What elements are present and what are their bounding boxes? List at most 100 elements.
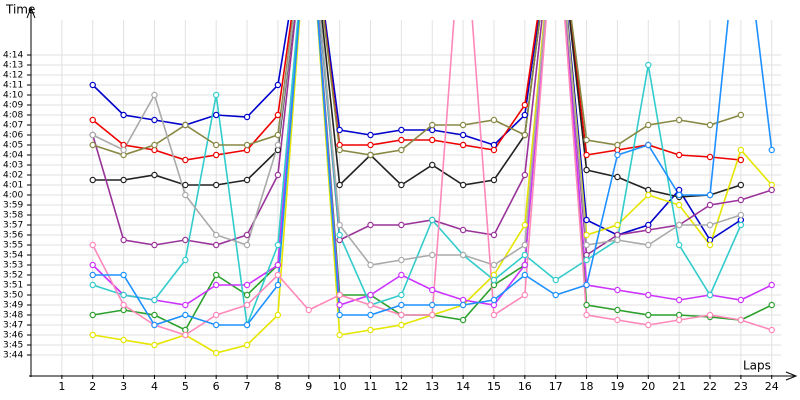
data-point bbox=[398, 311, 405, 319]
data-point bbox=[583, 136, 590, 144]
data-point bbox=[398, 271, 405, 279]
data-point bbox=[429, 216, 436, 224]
data-point bbox=[182, 121, 189, 129]
data-point bbox=[583, 311, 590, 319]
y-tick-label: 4:04 bbox=[3, 151, 23, 161]
data-point bbox=[521, 251, 529, 259]
data-point bbox=[151, 116, 158, 124]
y-tick-label: 3:57 bbox=[3, 221, 23, 231]
data-point bbox=[645, 121, 652, 129]
data-point bbox=[583, 166, 590, 174]
data-point bbox=[89, 331, 96, 339]
y-tick-label: 3:58 bbox=[3, 211, 23, 221]
data-point bbox=[182, 156, 189, 164]
data-point bbox=[552, 291, 559, 299]
x-tick-label: 14 bbox=[456, 380, 470, 393]
data-point bbox=[614, 236, 621, 244]
data-point bbox=[490, 116, 498, 124]
data-point bbox=[274, 111, 282, 119]
data-point bbox=[182, 301, 189, 309]
data-point bbox=[645, 226, 652, 234]
x-tick-label: 24 bbox=[765, 380, 779, 393]
data-point bbox=[459, 141, 467, 149]
data-point bbox=[675, 201, 683, 209]
data-point bbox=[490, 296, 498, 304]
data-point bbox=[274, 271, 282, 279]
x-tick-label: 13 bbox=[425, 380, 439, 393]
data-point bbox=[274, 141, 282, 149]
data-point bbox=[120, 336, 127, 344]
data-point bbox=[737, 111, 745, 119]
y-tick-label: 3:46 bbox=[3, 331, 23, 341]
data-point bbox=[212, 181, 220, 189]
data-point bbox=[367, 326, 374, 334]
data-point bbox=[459, 316, 467, 324]
data-point bbox=[583, 151, 590, 159]
data-point bbox=[583, 256, 590, 264]
data-point bbox=[675, 221, 683, 229]
y-tick-label: 4:02 bbox=[3, 171, 23, 181]
y-tick-label: 4:09 bbox=[3, 101, 23, 111]
data-point bbox=[706, 191, 714, 199]
y-tick-label: 3:47 bbox=[3, 321, 23, 331]
x-tick-label: 19 bbox=[610, 380, 624, 393]
x-tick-label: 15 bbox=[487, 380, 501, 393]
data-point bbox=[614, 306, 621, 314]
data-point bbox=[737, 296, 745, 304]
x-tick-label: 23 bbox=[734, 380, 748, 393]
data-point bbox=[768, 326, 775, 334]
data-point bbox=[706, 121, 714, 129]
x-tick-label: 18 bbox=[580, 380, 594, 393]
data-point bbox=[212, 271, 220, 279]
data-point bbox=[182, 311, 189, 319]
data-point bbox=[212, 151, 220, 159]
data-point bbox=[367, 131, 374, 139]
data-point bbox=[398, 146, 405, 154]
data-point bbox=[120, 176, 127, 184]
data-point bbox=[89, 116, 96, 124]
data-point bbox=[459, 301, 467, 309]
x-tick-label: 11 bbox=[364, 380, 378, 393]
data-point bbox=[645, 241, 652, 249]
data-point bbox=[89, 141, 96, 149]
data-point bbox=[706, 311, 714, 319]
data-point bbox=[768, 146, 775, 154]
data-point bbox=[336, 146, 343, 154]
data-point bbox=[521, 171, 529, 179]
y-tick-label: 3:55 bbox=[3, 241, 23, 251]
data-point bbox=[490, 261, 498, 269]
data-point bbox=[89, 131, 96, 139]
x-tick-label: 21 bbox=[672, 380, 686, 393]
data-point bbox=[675, 241, 683, 249]
data-point bbox=[212, 111, 220, 119]
data-point bbox=[212, 349, 220, 357]
data-point bbox=[336, 311, 343, 319]
data-point bbox=[120, 271, 127, 279]
data-point bbox=[212, 281, 220, 289]
data-point bbox=[336, 181, 343, 189]
data-point bbox=[89, 176, 96, 184]
data-point bbox=[243, 231, 251, 239]
data-point bbox=[274, 311, 282, 319]
series-line bbox=[92, 20, 742, 156]
data-point bbox=[459, 121, 467, 129]
x-axis-label: Laps bbox=[743, 359, 771, 373]
data-point bbox=[182, 191, 189, 199]
x-tick-label: 6 bbox=[213, 380, 220, 393]
data-point bbox=[706, 153, 714, 161]
data-point bbox=[151, 141, 158, 149]
data-point bbox=[367, 291, 374, 299]
y-tick-label: 4:10 bbox=[3, 91, 23, 101]
data-point bbox=[675, 296, 683, 304]
data-point bbox=[89, 241, 96, 249]
data-point bbox=[398, 126, 405, 134]
data-point bbox=[614, 141, 621, 149]
data-point bbox=[429, 121, 436, 129]
data-point bbox=[243, 301, 251, 309]
data-point bbox=[89, 281, 96, 289]
data-point bbox=[645, 141, 652, 149]
data-point bbox=[212, 241, 220, 249]
data-point bbox=[336, 291, 343, 299]
series-line bbox=[92, 20, 742, 242]
data-point bbox=[706, 241, 714, 249]
